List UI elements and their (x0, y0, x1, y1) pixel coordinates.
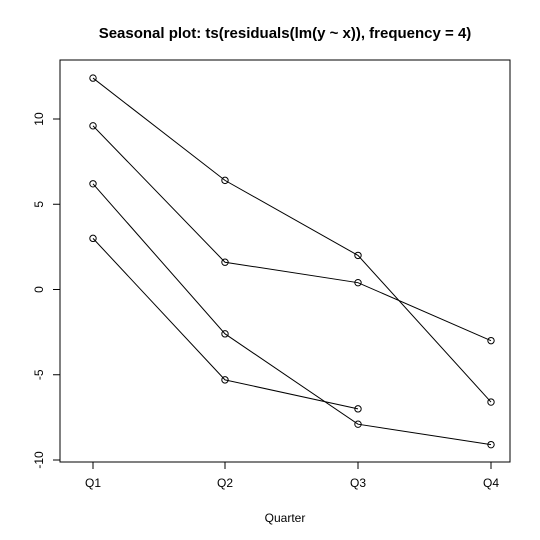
y-tick-label-4: 10 (32, 112, 46, 126)
series-2-point-q4 (487, 336, 495, 345)
series-3-point-q3 (354, 420, 362, 428)
series-1-point-q2 (221, 176, 229, 185)
x-tick-label-q4: Q4 (483, 476, 499, 490)
series-2-point-q1 (89, 122, 97, 130)
y-tick-label-2: 0 (32, 286, 46, 293)
y-tick-label-1: -5 (32, 369, 46, 380)
x-axis-label: Quarter (265, 511, 306, 525)
series-2-point-q3 (354, 278, 362, 287)
x-tick-label-q2: Q2 (217, 476, 233, 490)
series-4-line (92, 238, 359, 410)
x-tick-label-q3: Q3 (350, 476, 366, 490)
chart-title: Seasonal plot: ts(residuals(lm(y ~ x)), … (99, 25, 472, 42)
series-1-line (92, 77, 492, 403)
y-tick-label-3: 5 (32, 201, 46, 208)
series-3-line (92, 183, 492, 446)
series-1-point-q1 (89, 74, 97, 82)
series-3-point-q2 (221, 330, 229, 338)
series-4-point-q2 (221, 376, 229, 384)
series-layer (89, 74, 495, 449)
series-3-point-q1 (89, 180, 97, 188)
series-4-point-q3 (354, 405, 362, 413)
x-axis: Q1 Q2 Q3 Q4 (85, 461, 499, 490)
series-2-line (92, 125, 492, 342)
series-3-point-q4 (487, 440, 495, 449)
series-4-point-q1 (89, 234, 97, 243)
y-axis: -10 -5 0 5 10 (32, 112, 61, 469)
series-2-point-q2 (221, 258, 229, 266)
x-tick-label-q1: Q1 (85, 476, 101, 490)
series-1-point-q4 (487, 398, 495, 406)
y-tick-label-0: -10 (32, 451, 46, 469)
series-1-point-q3 (354, 251, 362, 260)
